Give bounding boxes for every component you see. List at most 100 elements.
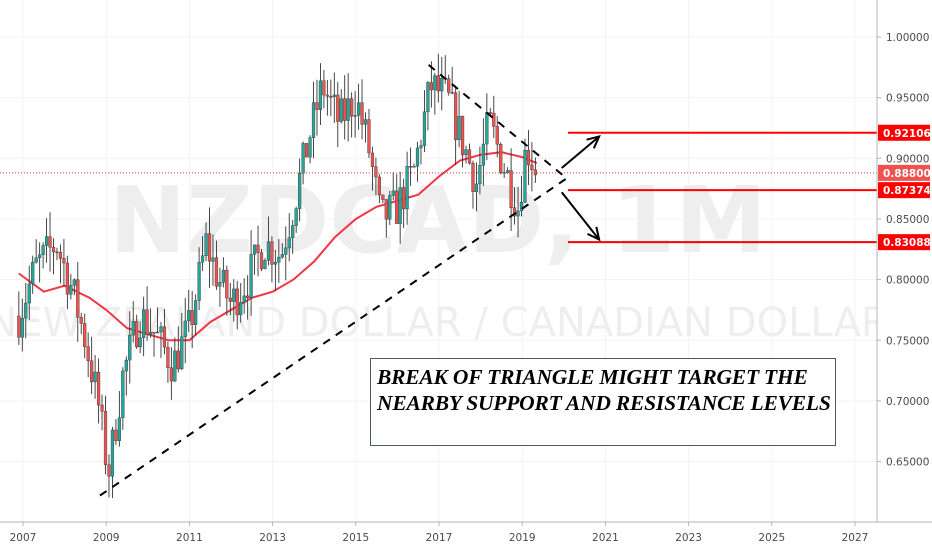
- candle-body: [329, 96, 333, 98]
- candle: [20, 298, 24, 352]
- candle-body: [138, 337, 142, 348]
- price-labels: 0.92106 0.87374 0.83088 0.88800: [878, 124, 931, 251]
- time-tick-label: 2013: [259, 532, 286, 544]
- candle: [263, 258, 267, 270]
- candle: [218, 267, 222, 307]
- candle: [367, 108, 371, 159]
- candle-body: [356, 102, 361, 116]
- candle: [180, 312, 184, 370]
- ascending-support-trendline: [99, 178, 567, 497]
- candle-body: [533, 169, 537, 176]
- candle-body: [398, 187, 402, 224]
- candle: [516, 186, 520, 238]
- candle-body: [124, 359, 128, 372]
- candle-body: [79, 317, 83, 324]
- candle: [142, 296, 146, 357]
- candle-body: [429, 82, 433, 91]
- candle-body: [495, 126, 499, 145]
- candle-body: [93, 371, 97, 383]
- candle: [93, 355, 97, 399]
- candle-body: [270, 241, 274, 265]
- candle-body: [350, 98, 354, 117]
- candle-body: [384, 199, 388, 220]
- candle-body: [294, 208, 298, 226]
- candle: [145, 286, 149, 341]
- candle: [194, 294, 198, 336]
- level-price-tag-bg: [878, 234, 930, 251]
- candle: [284, 226, 288, 281]
- candle: [499, 142, 503, 175]
- candle: [454, 85, 458, 165]
- time-axis-bg: [0, 522, 932, 550]
- price-axis-bg: [877, 0, 932, 550]
- current-price-tag-text: 0.88800: [883, 168, 931, 180]
- candle-body: [200, 255, 205, 263]
- candle-body: [263, 260, 267, 270]
- arrow-head: [587, 226, 601, 242]
- candle-body: [492, 112, 496, 127]
- candle-body: [259, 252, 264, 270]
- candle-body: [363, 119, 368, 125]
- candle: [315, 79, 319, 136]
- candle-body: [454, 92, 458, 141]
- price-tick-label: 1.00000: [886, 32, 929, 44]
- candle: [65, 255, 69, 310]
- candle: [336, 81, 340, 148]
- candle: [405, 151, 409, 225]
- candle-body: [277, 256, 281, 263]
- moving-average-line: [18, 151, 538, 342]
- candle-body: [506, 170, 510, 173]
- candle: [426, 81, 430, 131]
- candle-body: [422, 111, 427, 146]
- arrow-shaft: [561, 135, 600, 169]
- candle: [48, 212, 52, 272]
- candle-body: [405, 166, 409, 210]
- candle: [485, 93, 489, 161]
- candle: [360, 79, 364, 140]
- candle: [530, 142, 534, 192]
- candle: [183, 297, 187, 364]
- candle-body: [485, 112, 489, 145]
- candle-body: [478, 165, 482, 185]
- moving-average-path: [18, 151, 538, 342]
- candle: [318, 63, 323, 126]
- candle-body: [419, 145, 423, 149]
- candle: [135, 314, 139, 349]
- drawing-overlays: [0, 64, 877, 497]
- candle: [72, 278, 76, 296]
- candle-body: [266, 241, 271, 261]
- candle: [166, 341, 170, 383]
- candle-body: [280, 254, 284, 258]
- candle: [429, 61, 433, 108]
- price-tick-label: 0.80000: [886, 275, 929, 287]
- candle: [388, 190, 392, 225]
- candle-body: [90, 360, 94, 383]
- candle-body: [214, 257, 219, 287]
- candle: [381, 194, 385, 204]
- candle-body: [204, 233, 208, 256]
- candle-body: [252, 244, 257, 255]
- candle-body: [336, 94, 340, 122]
- candle-body: [402, 187, 406, 210]
- candle: [259, 248, 264, 272]
- candle: [308, 135, 312, 164]
- candle: [69, 274, 73, 300]
- candle-body: [256, 244, 260, 253]
- candle-body: [86, 346, 90, 362]
- candle: [27, 265, 31, 320]
- candle: [90, 336, 94, 395]
- candle: [398, 171, 402, 244]
- candle: [148, 308, 153, 338]
- candle-body: [166, 346, 170, 368]
- candle: [131, 301, 135, 343]
- candle: [492, 95, 496, 138]
- candle-body: [339, 98, 343, 122]
- candle-body: [121, 370, 125, 418]
- candle-body: [41, 245, 45, 256]
- candle-body: [128, 334, 132, 361]
- candle-body: [346, 98, 350, 121]
- candle: [235, 280, 239, 330]
- candle-body: [187, 310, 191, 322]
- candle: [332, 72, 336, 124]
